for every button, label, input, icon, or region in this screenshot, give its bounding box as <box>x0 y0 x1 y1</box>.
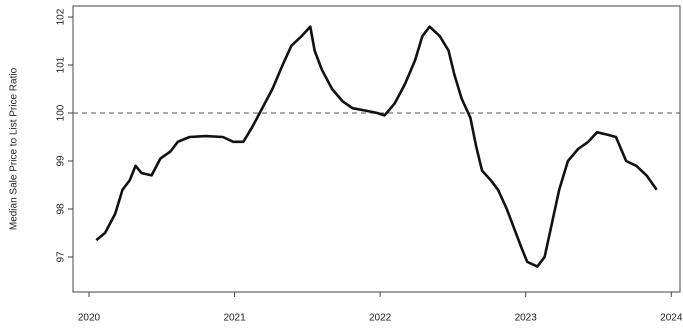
plot-box <box>72 5 681 293</box>
x-tick-label: 2023 <box>515 313 538 324</box>
x-tick-label: 2021 <box>223 313 246 324</box>
y-tick-label: 102 <box>56 8 67 25</box>
x-tick-label: 2020 <box>78 313 101 324</box>
y-tick-label: 98 <box>56 203 67 215</box>
line-series <box>95 25 658 268</box>
x-tick-label: 2022 <box>369 313 392 324</box>
y-tick-label: 101 <box>56 56 67 73</box>
y-axis-label: Median Sale Price to List Price Ratio <box>9 67 20 230</box>
y-tick-label: 99 <box>56 155 67 167</box>
y-tick-label: 100 <box>56 104 67 121</box>
y-tick-label: 97 <box>56 251 67 263</box>
x-tick-label: 2024 <box>660 313 683 324</box>
